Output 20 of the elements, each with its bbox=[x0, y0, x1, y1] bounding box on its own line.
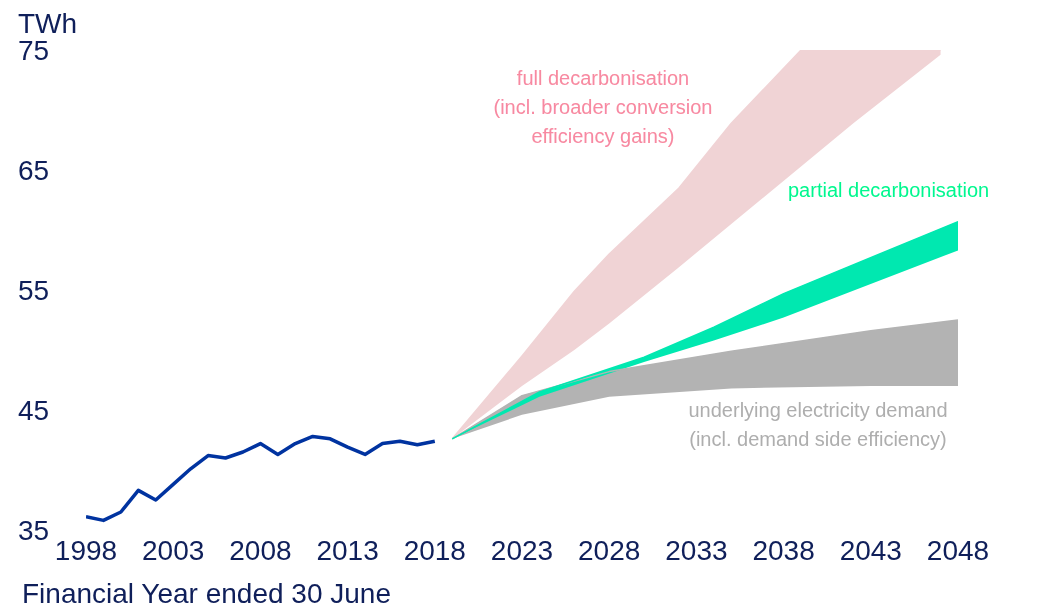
y-tick-label: 45 bbox=[18, 395, 50, 426]
series-name: underlying electricity demand (incl. demand side efficiency) bbox=[687, 398, 949, 452]
x-tick-label: 2043 bbox=[839, 535, 902, 566]
x-tick-label: 2038 bbox=[752, 535, 815, 566]
x-tick-label: 2008 bbox=[229, 535, 292, 566]
y-tick-label: 55 bbox=[18, 275, 50, 306]
x-tick-label: 2003 bbox=[142, 535, 205, 566]
x-tick-label: 2018 bbox=[403, 535, 466, 566]
x-tick-label: 2033 bbox=[665, 535, 728, 566]
x-axis-title: Financial Year ended 30 June bbox=[22, 578, 391, 610]
y-tick-label: 35 bbox=[18, 515, 50, 546]
series-name: full decarbonisation (incl. broader conversion efficiency gains) bbox=[492, 66, 714, 149]
x-tick-label: 2048 bbox=[926, 535, 990, 566]
x-tick-label: 2013 bbox=[316, 535, 379, 566]
x-tick-label: 1998 bbox=[54, 535, 118, 566]
line-series bbox=[86, 434, 437, 523]
x-tick-label: 2023 bbox=[490, 535, 554, 566]
y-tick-label: 65 bbox=[18, 155, 50, 186]
series-name: partial decarbonisation bbox=[788, 178, 991, 203]
x-tick-label: 2028 bbox=[578, 535, 641, 566]
